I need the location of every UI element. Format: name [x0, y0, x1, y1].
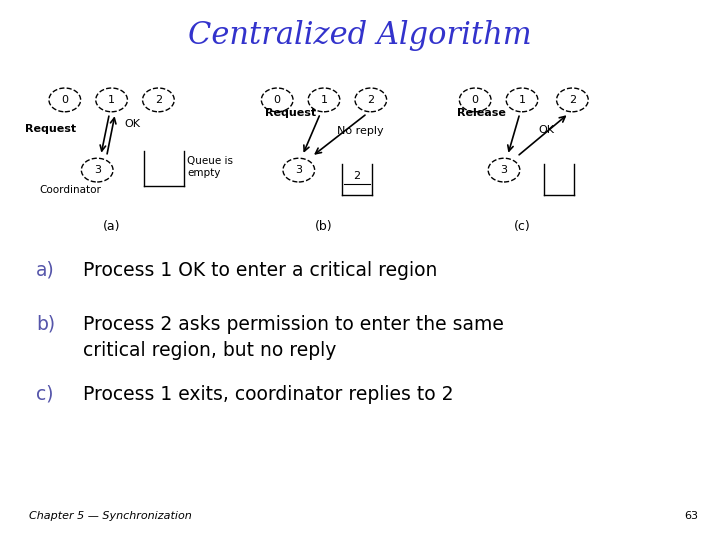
Text: OK: OK — [539, 125, 554, 134]
Text: (b): (b) — [315, 220, 333, 233]
Text: Chapter 5 — Synchronization: Chapter 5 — Synchronization — [29, 511, 192, 521]
Text: (a): (a) — [103, 220, 120, 233]
Text: 2: 2 — [569, 95, 576, 105]
Text: Release: Release — [457, 109, 506, 118]
Circle shape — [81, 158, 113, 182]
Text: Process 1 exits, coordinator replies to 2: Process 1 exits, coordinator replies to … — [83, 384, 454, 404]
Text: Request: Request — [265, 109, 316, 118]
Text: c): c) — [36, 384, 53, 404]
Circle shape — [557, 88, 588, 112]
Text: Centralized Algorithm: Centralized Algorithm — [188, 19, 532, 51]
Circle shape — [506, 88, 538, 112]
Text: Request: Request — [25, 124, 76, 133]
Circle shape — [459, 88, 491, 112]
Text: 3: 3 — [295, 165, 302, 175]
Text: 3: 3 — [94, 165, 101, 175]
Circle shape — [143, 88, 174, 112]
Text: Coordinator: Coordinator — [40, 185, 102, 195]
Text: Process 1 OK to enter a critical region: Process 1 OK to enter a critical region — [83, 260, 437, 280]
Circle shape — [355, 88, 387, 112]
Text: 1: 1 — [518, 95, 526, 105]
Circle shape — [488, 158, 520, 182]
Text: Process 2 asks permission to enter the same: Process 2 asks permission to enter the s… — [83, 314, 504, 334]
Text: 0: 0 — [61, 95, 68, 105]
Text: b): b) — [36, 314, 55, 334]
Text: critical region, but no reply: critical region, but no reply — [83, 341, 336, 361]
Text: 0: 0 — [274, 95, 281, 105]
Circle shape — [261, 88, 293, 112]
Circle shape — [283, 158, 315, 182]
Circle shape — [96, 88, 127, 112]
Text: 1: 1 — [320, 95, 328, 105]
Text: No reply: No reply — [337, 126, 384, 136]
Text: 2: 2 — [367, 95, 374, 105]
Circle shape — [308, 88, 340, 112]
Text: OK: OK — [125, 119, 140, 129]
Circle shape — [49, 88, 81, 112]
Text: 2: 2 — [354, 171, 361, 181]
Text: (c): (c) — [513, 220, 531, 233]
Text: 1: 1 — [108, 95, 115, 105]
Text: 3: 3 — [500, 165, 508, 175]
Text: 63: 63 — [685, 511, 698, 521]
Text: 0: 0 — [472, 95, 479, 105]
Text: 2: 2 — [155, 95, 162, 105]
Text: Queue is
empty: Queue is empty — [187, 156, 233, 178]
Text: a): a) — [36, 260, 55, 280]
